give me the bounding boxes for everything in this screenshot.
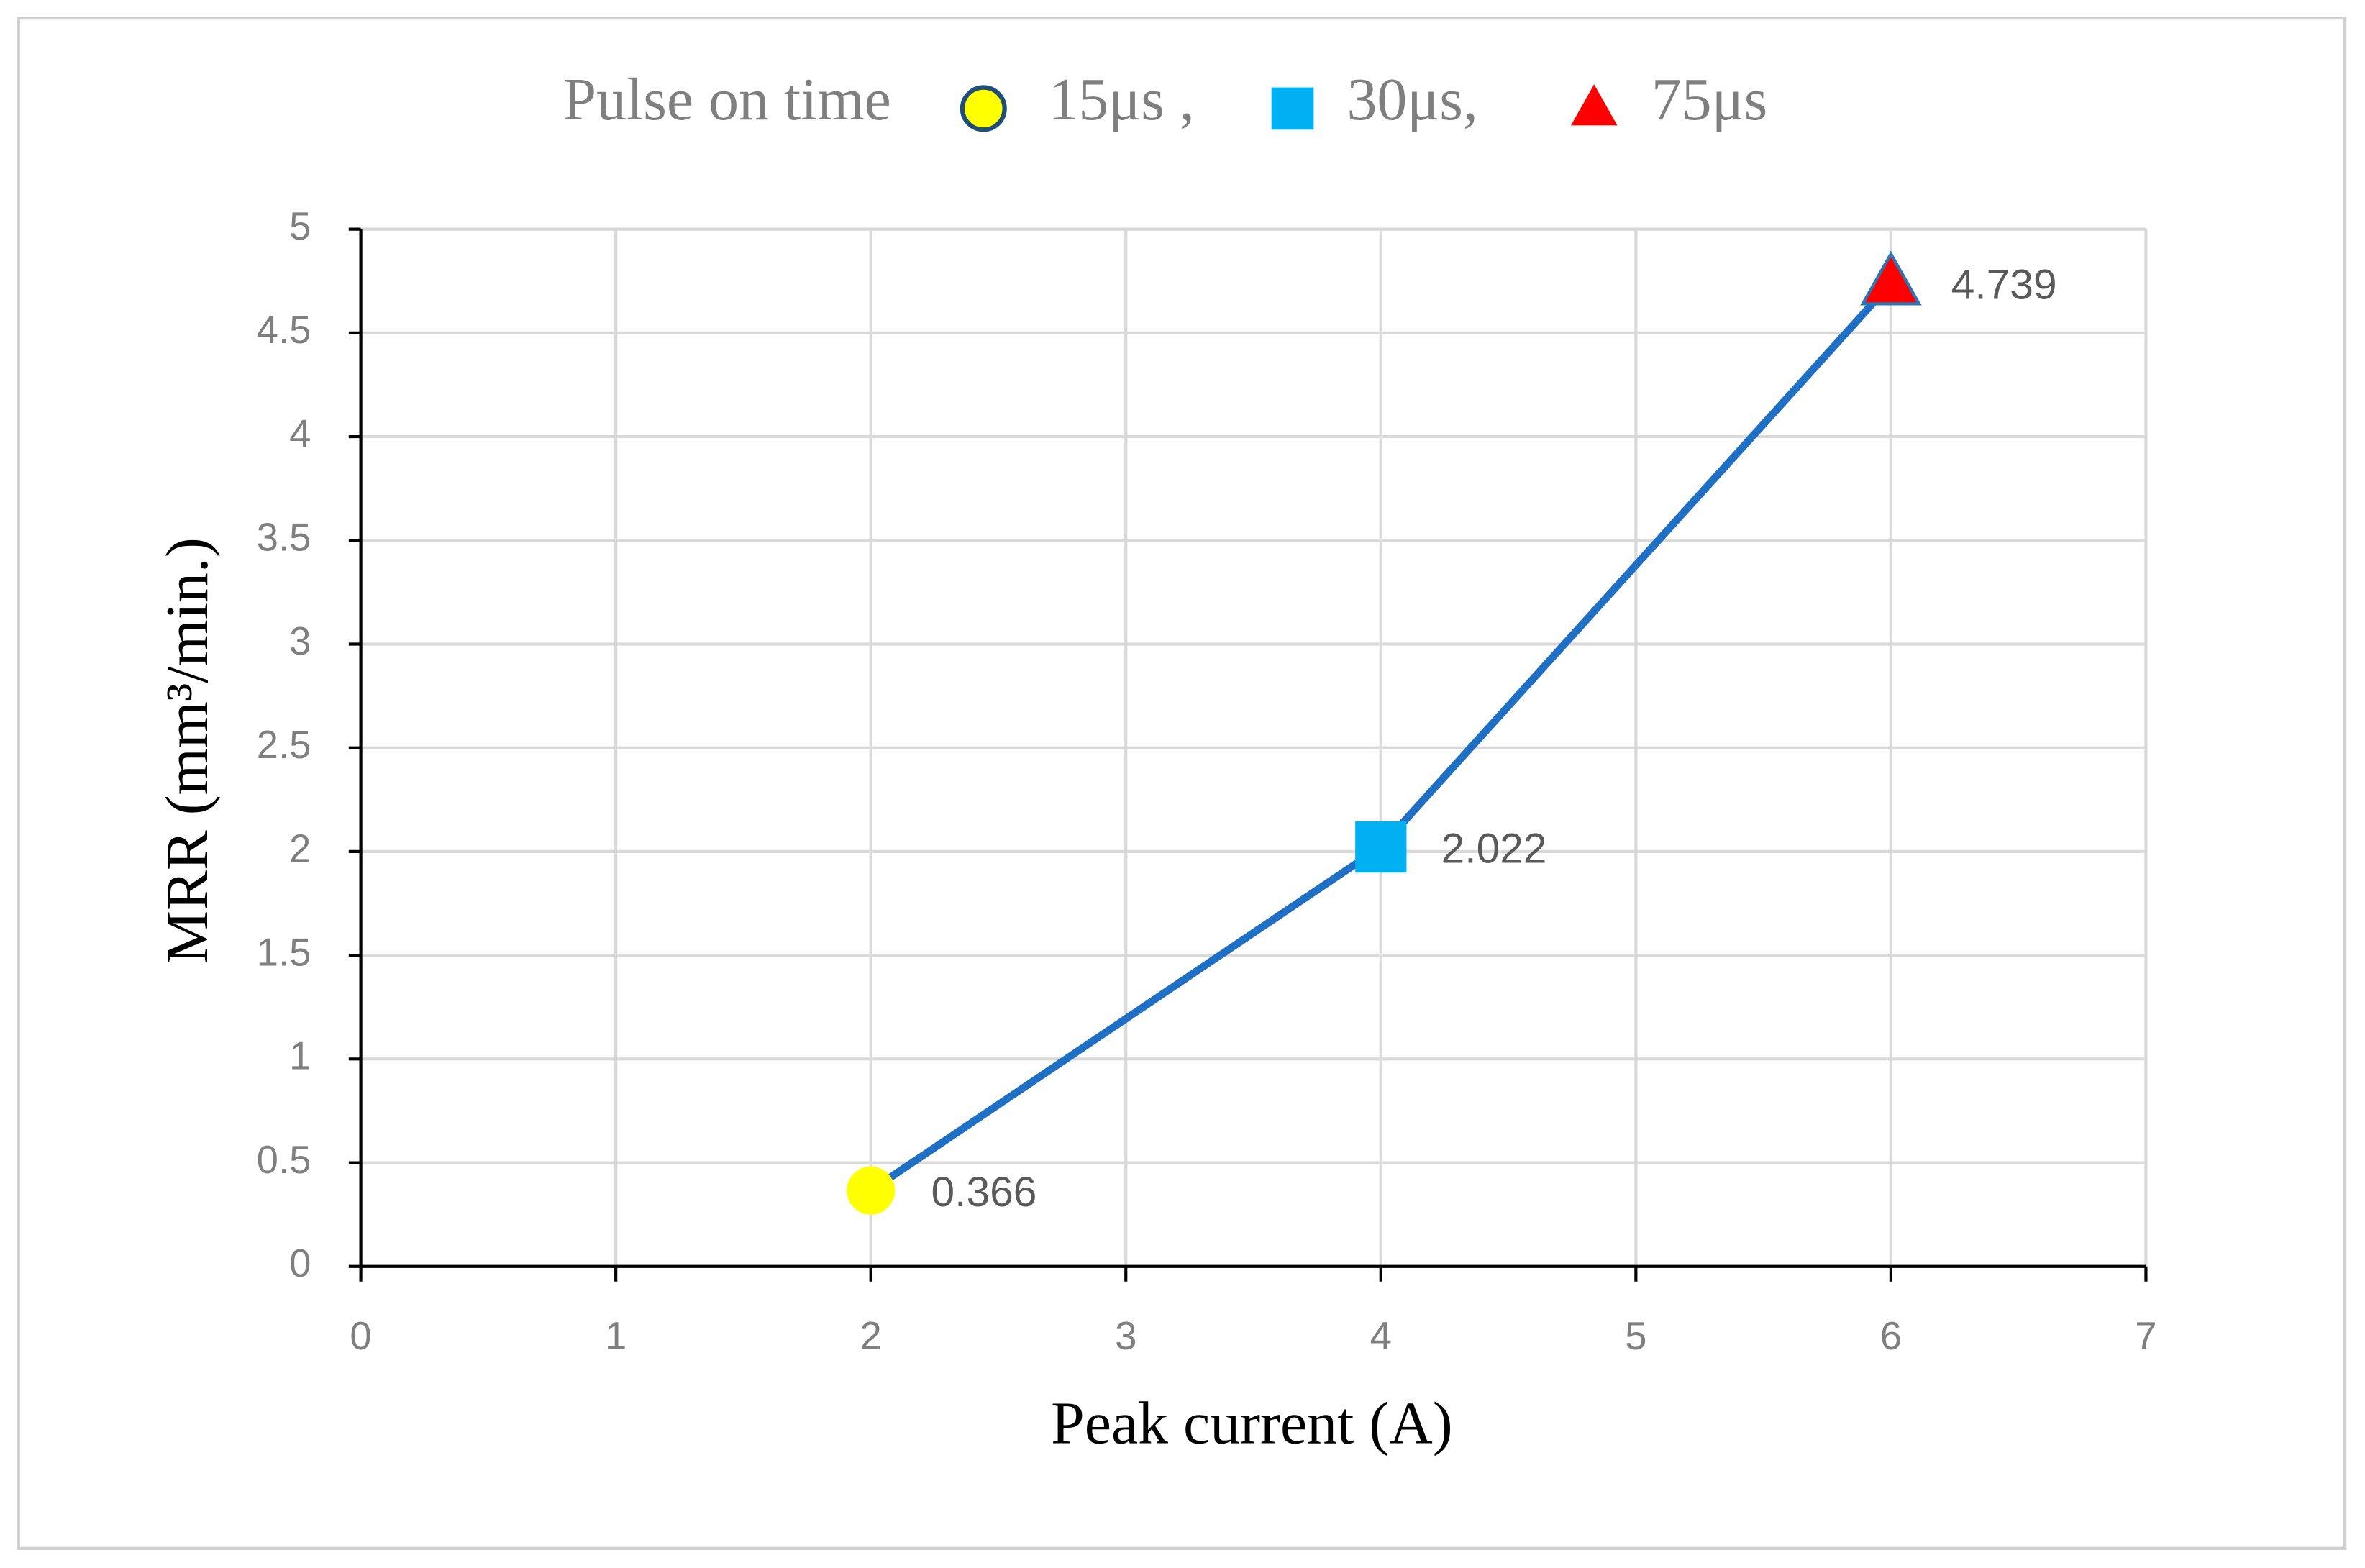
legend-marker xyxy=(1271,87,1314,130)
y-tick-label: 2.5 xyxy=(257,723,311,767)
x-tick-label: 1 xyxy=(605,1314,626,1358)
legend-label: 15μs , xyxy=(1048,66,1194,133)
x-tick-label: 0 xyxy=(350,1314,371,1358)
x-tick-label: 2 xyxy=(860,1314,882,1358)
x-tick-label: 5 xyxy=(1625,1314,1646,1358)
data-label: 4.739 xyxy=(1951,262,2057,309)
legend-label: 30μs, xyxy=(1346,66,1477,133)
data-label: 2.022 xyxy=(1441,825,1547,872)
legend-label: 75μs xyxy=(1651,66,1767,133)
y-tick-label: 2 xyxy=(289,826,311,870)
y-tick-label: 1 xyxy=(289,1034,311,1078)
y-tick-label: 0 xyxy=(289,1241,311,1285)
marker xyxy=(1355,821,1407,873)
data-label: 0.366 xyxy=(931,1169,1037,1216)
y-tick-label: 4 xyxy=(289,411,311,455)
y-tick-label: 5 xyxy=(289,204,311,248)
legend-marker xyxy=(1570,84,1618,126)
x-axis-label: Peak current (A) xyxy=(1051,1390,1453,1457)
marker xyxy=(847,1166,896,1215)
y-axis-label: MRR (mm³/min.) xyxy=(154,537,221,964)
y-tick-label: 3 xyxy=(289,619,311,663)
x-tick-label: 4 xyxy=(1370,1314,1392,1358)
chart-frame xyxy=(17,17,2347,1550)
y-tick-label: 1.5 xyxy=(257,931,311,975)
y-tick-label: 3.5 xyxy=(257,516,311,560)
y-tick-label: 0.5 xyxy=(257,1138,311,1182)
legend-marker xyxy=(960,85,1007,132)
x-tick-label: 6 xyxy=(1880,1314,1902,1358)
x-tick-label: 3 xyxy=(1115,1314,1136,1358)
y-tick-label: 4.5 xyxy=(257,308,311,352)
x-tick-label: 7 xyxy=(2135,1314,2156,1358)
marker xyxy=(1860,250,1922,306)
legend-title: Pulse on time xyxy=(562,66,890,133)
